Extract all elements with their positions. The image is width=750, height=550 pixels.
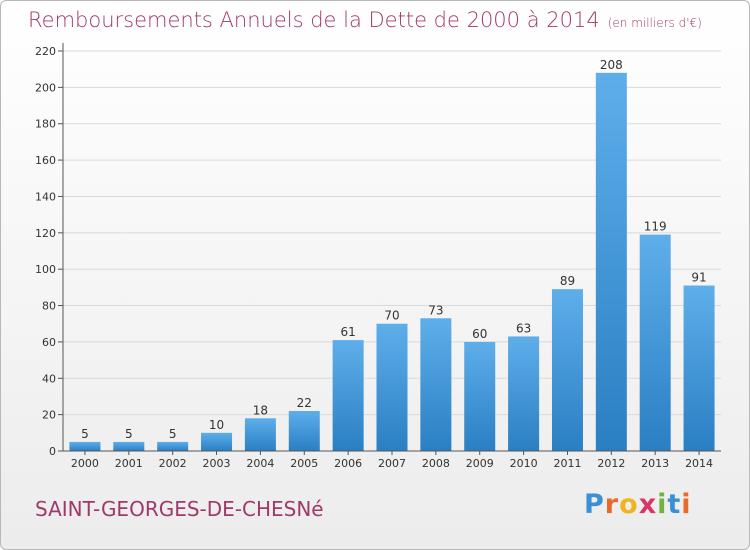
y-tick-label: 60 [42,336,56,349]
x-tick-label: 2007 [378,457,406,470]
bar-2011 [551,289,583,451]
logo-letter: P [584,489,605,520]
x-tick-label: 2012 [597,457,625,470]
bar-2012 [595,72,627,452]
logo-letter: o [619,489,639,520]
y-tick-label: 120 [35,227,56,240]
bar-value-label: 73 [428,303,443,317]
bar-value-label: 22 [297,396,312,410]
x-tick-label: 2000 [71,457,99,470]
y-tick-label: 20 [42,409,56,422]
logo-letter: t [667,489,682,520]
bar-2002 [157,441,189,451]
x-tick-label: 2005 [290,457,318,470]
bar-value-label: 63 [516,321,531,335]
proxiti-logo: Proxiti [584,489,692,520]
logo-letter: x [638,489,658,520]
bar-2009 [464,341,496,451]
title-text: Remboursements Annuels de la Dette de 20… [28,8,600,32]
bar-2013 [639,234,671,451]
bar-2008 [420,318,452,451]
bar-value-label: 89 [560,274,575,288]
x-tick-label: 2004 [246,457,274,470]
bar-value-label: 5 [81,427,89,441]
bar-value-label: 119 [644,220,667,234]
logo-letter: r [604,489,620,520]
x-tick-label: 2003 [203,457,231,470]
y-tick-label: 160 [35,154,56,167]
bar-value-label: 91 [691,271,706,285]
logo-letter: i [657,489,668,520]
x-tick-label: 2011 [553,457,581,470]
bar-value-label: 208 [600,58,623,72]
x-tick-label: 2013 [641,457,669,470]
bar-2001 [113,441,145,451]
x-tick-label: 2001 [115,457,143,470]
bar-2007 [376,323,408,451]
bar-2000 [69,441,101,451]
bar-value-label: 61 [340,325,355,339]
bar-value-label: 5 [169,427,177,441]
y-tick-label: 140 [35,190,56,203]
logo-letter: i [681,489,692,520]
bar-2010 [508,336,540,451]
y-tick-label: 200 [35,81,56,94]
y-tick-label: 40 [42,372,56,385]
x-tick-label: 2008 [422,457,450,470]
y-tick-label: 0 [49,445,56,458]
x-tick-label: 2006 [334,457,362,470]
bar-value-label: 70 [384,309,399,323]
bar-2005 [288,411,320,451]
y-tick-label: 100 [35,263,56,276]
bar-2004 [244,418,276,451]
y-tick-label: 180 [35,118,56,131]
bar-2014 [683,285,715,451]
bar-value-label: 60 [472,327,487,341]
x-tick-label: 2002 [159,457,187,470]
commune-name: SAINT-GEORGES-DE-CHESNé [35,497,324,521]
bar-2003 [201,432,233,451]
chart-subtitle: (en milliers d'€) [607,16,702,30]
bar-2006 [332,340,364,451]
x-tick-label: 2009 [466,457,494,470]
x-tick-label: 2014 [685,457,713,470]
bar-value-label: 5 [125,427,133,441]
y-tick-label: 220 [35,45,56,58]
chart-title: Remboursements Annuels de la Dette de 20… [28,8,702,32]
y-tick-label: 80 [42,300,56,313]
bar-value-label: 10 [209,418,224,432]
x-tick-label: 2010 [510,457,538,470]
bar-value-label: 18 [253,403,268,417]
